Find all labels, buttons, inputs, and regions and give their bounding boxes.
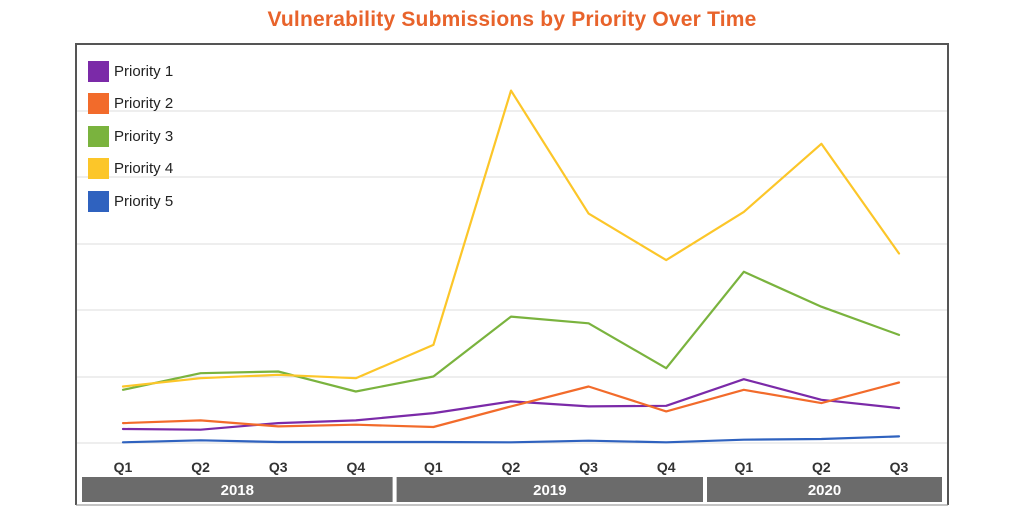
x-tick-label: Q3 <box>579 459 598 475</box>
series-line-priority-2 <box>121 381 901 429</box>
x-tick-label: Q2 <box>191 459 210 475</box>
legend-label: Priority 4 <box>114 160 174 177</box>
year-group-label: 2018 <box>221 482 254 499</box>
x-tick-label: Q1 <box>734 459 753 475</box>
series-lines <box>121 89 901 444</box>
x-tick-label: Q1 <box>114 459 133 475</box>
legend-swatch <box>88 125 109 147</box>
legend-swatch <box>88 158 109 179</box>
series-line-priority-1 <box>121 378 901 431</box>
legend-item-priority-1: Priority 1 <box>88 60 173 82</box>
legend-swatch <box>88 190 109 212</box>
legend-item-priority-4: Priority 4 <box>88 158 173 180</box>
year-group-bar <box>707 477 942 502</box>
x-tick-label: Q3 <box>269 459 288 475</box>
legend-label: Priority 1 <box>114 62 174 80</box>
series-line-priority-5 <box>121 435 901 444</box>
x-tick-label: Q2 <box>502 459 521 475</box>
legend-label: Priority 3 <box>114 127 174 145</box>
x-axis: Q1 Q2 Q3 Q4 Q1 Q2 Q3 Q4 Q1 Q2 Q3 2018 2019 2020 <box>82 459 942 502</box>
series-line-priority-3 <box>121 270 901 393</box>
chart-title: Vulnerability Submissions by Priority Ov… <box>267 8 757 31</box>
legend-label: Priority 5 <box>114 192 174 210</box>
x-tick-label: Q2 <box>812 459 831 475</box>
series-line-priority-4 <box>121 89 901 388</box>
x-tick-label: Q1 <box>424 459 443 475</box>
legend-swatch <box>88 60 109 82</box>
legend-label: Priority 2 <box>114 95 174 112</box>
legend-swatch <box>88 93 109 114</box>
gridlines <box>76 110 948 444</box>
x-tick-label: Q4 <box>657 459 676 475</box>
plot-frame <box>75 43 949 506</box>
year-group-label: 2019 <box>533 482 566 499</box>
year-group-bar <box>396 477 703 502</box>
year-group-label: 2020 <box>808 482 841 499</box>
legend-item-priority-2: Priority 2 <box>88 93 173 115</box>
x-tick-label: Q3 <box>890 459 909 475</box>
legend: Priority 1 Priority 2 Priority 3 Priorit… <box>88 60 173 223</box>
legend-item-priority-3: Priority 3 <box>88 125 173 147</box>
year-group-bar <box>82 477 393 502</box>
x-tick-label: Q4 <box>346 459 365 475</box>
plot-border <box>75 43 949 505</box>
legend-item-priority-5: Priority 5 <box>88 190 173 212</box>
